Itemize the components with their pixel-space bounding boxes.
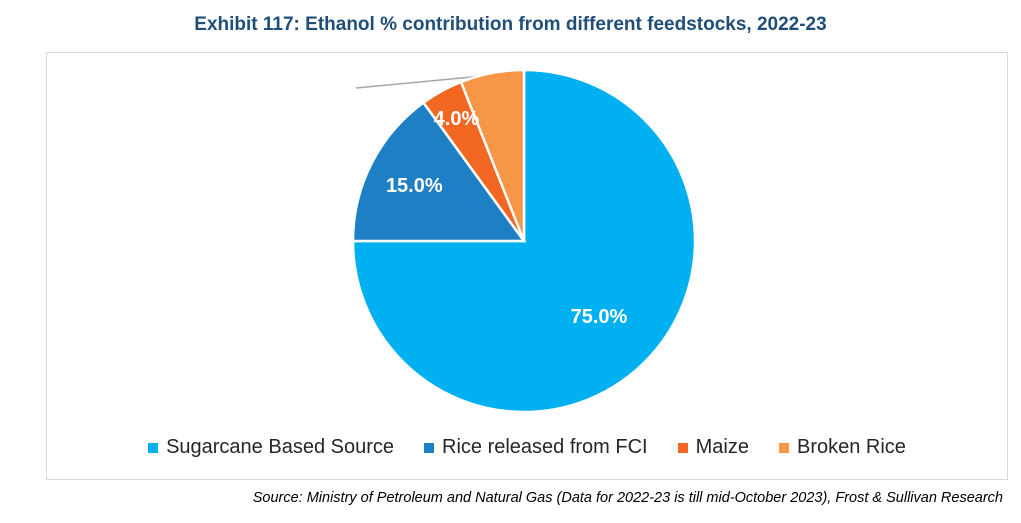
legend-swatch	[778, 442, 789, 453]
legend-item: Rice released from FCI	[424, 436, 648, 459]
chart-legend: Sugarcane Based Source Rice released from…	[46, 436, 1008, 459]
legend-swatch	[677, 442, 688, 453]
legend-item: Sugarcane Based Source	[148, 436, 394, 459]
legend-label: Broken Rice	[796, 436, 906, 458]
pie-slice-rice-released-from-fci	[351, 100, 527, 243]
data-label: 4.0%	[434, 108, 480, 130]
data-label: 15.0%	[386, 175, 443, 197]
legend-label: Sugarcane Based Source	[166, 436, 394, 458]
chart-area	[46, 52, 1008, 480]
legend-item: Maize	[677, 436, 749, 459]
leader-line	[355, 76, 473, 89]
legend-label: Maize	[695, 436, 749, 458]
pie-slice-sugarcane-based-source	[351, 68, 697, 414]
legend-item: Broken Rice	[778, 436, 906, 459]
legend-label: Rice released from FCI	[442, 436, 648, 458]
pie-slice-broken-rice	[459, 68, 526, 242]
source-note: Source: Ministry of Petroleum and Natura…	[252, 490, 1003, 506]
legend-swatch	[424, 442, 434, 453]
data-label: 75.0%	[571, 306, 628, 328]
chart-title: Exhibit 117: Ethanol % contribution from…	[194, 14, 827, 35]
legend-swatch	[148, 442, 159, 453]
